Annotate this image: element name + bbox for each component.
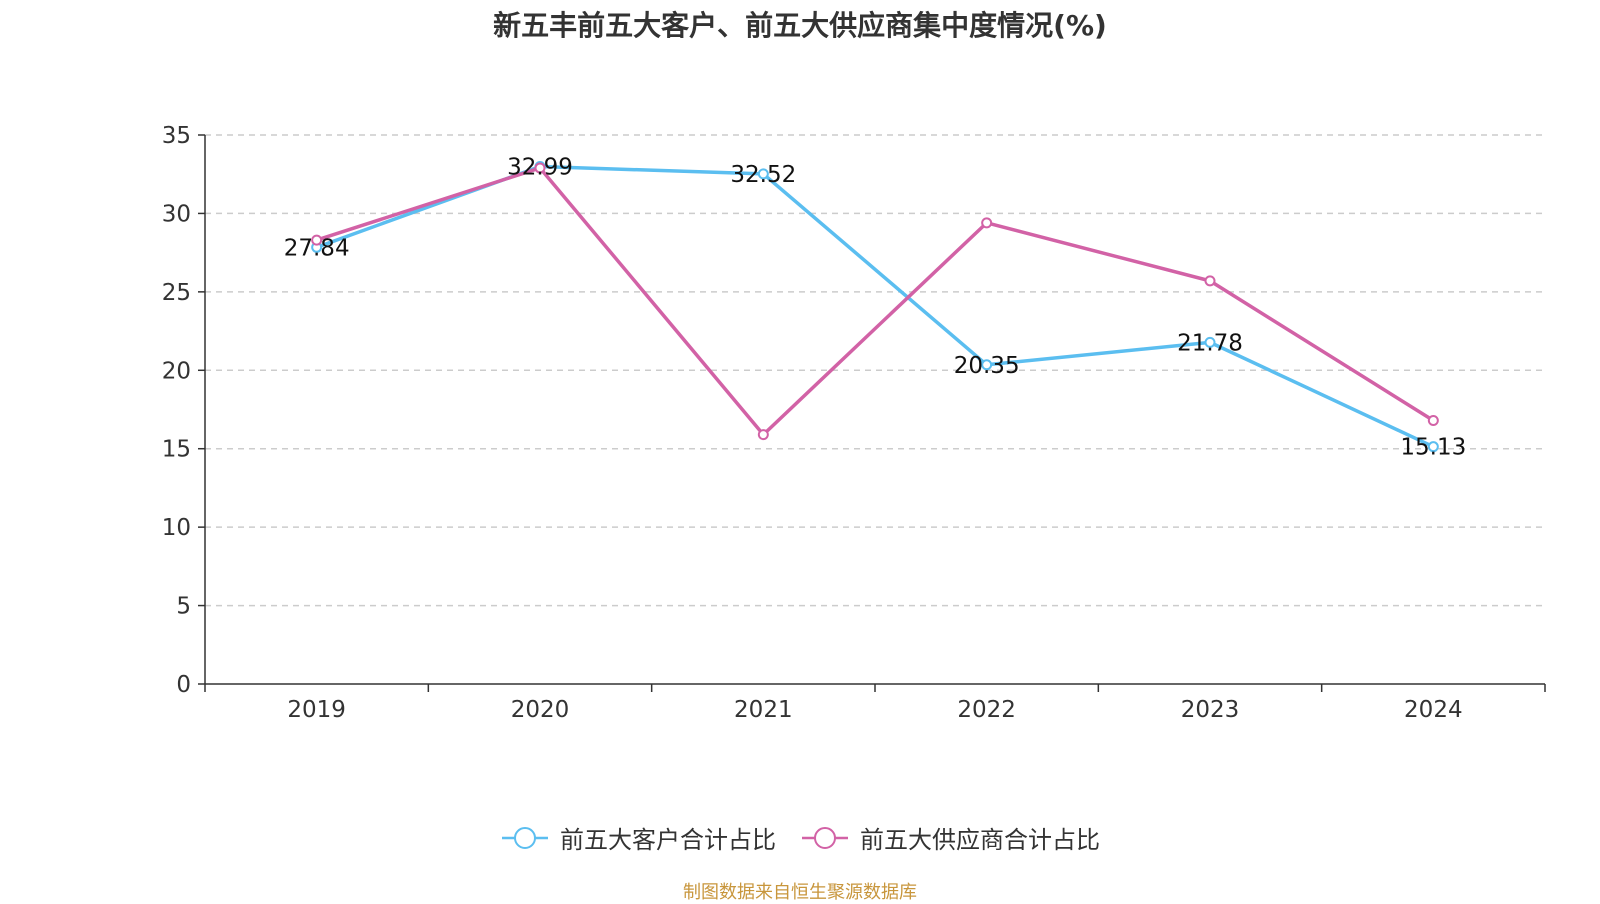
legend: 前五大客户合计占比 前五大供应商合计占比 bbox=[0, 820, 1600, 855]
data-label: 21.78 bbox=[1177, 330, 1243, 356]
legend-marker-circle bbox=[514, 826, 536, 849]
series-line-2 bbox=[316, 166, 1435, 437]
series-group bbox=[311, 161, 1439, 453]
data-point bbox=[1204, 275, 1216, 287]
x-tick-label: 2020 bbox=[511, 697, 570, 723]
data-point bbox=[311, 234, 323, 246]
data-label: 32.99 bbox=[507, 155, 573, 181]
data-label: 27.84 bbox=[284, 235, 350, 261]
data-point bbox=[981, 359, 993, 371]
data-label: 15.13 bbox=[1400, 435, 1466, 461]
axes: 0 5 10 15 20 25 30 35 2019 2020 2021 2022 2023 2024 bbox=[162, 123, 1546, 723]
data-label: 32.52 bbox=[730, 162, 796, 188]
y-tick-label: 0 bbox=[176, 672, 191, 698]
series-line-1 bbox=[316, 164, 1435, 449]
y-tick-label: 20 bbox=[162, 358, 191, 384]
y-tick-label: 25 bbox=[162, 280, 191, 306]
legend-marker-circle bbox=[814, 826, 836, 849]
data-point bbox=[981, 217, 993, 229]
x-tick-label: 2024 bbox=[1404, 697, 1463, 723]
legend-item-2[interactable]: 前五大供应商合计占比 bbox=[800, 820, 1100, 855]
legend-label: 前五大客户合计占比 bbox=[560, 826, 776, 854]
data-point bbox=[534, 162, 546, 174]
y-tick-label: 35 bbox=[162, 123, 191, 149]
data-point bbox=[1427, 414, 1439, 426]
source-note: 制图数据来自恒生聚源数据库 bbox=[683, 882, 917, 903]
data-label: 20.35 bbox=[954, 353, 1020, 379]
y-tick-label: 30 bbox=[162, 201, 191, 227]
x-tick-label: 2021 bbox=[734, 697, 793, 723]
x-tick-label: 2019 bbox=[287, 697, 346, 723]
y-tick-label: 10 bbox=[162, 515, 191, 541]
x-tick-label: 2023 bbox=[1181, 697, 1240, 723]
y-tick-label: 5 bbox=[176, 594, 191, 620]
y-tick-label: 15 bbox=[162, 437, 191, 463]
data-point bbox=[1427, 441, 1439, 453]
chart-title: 新五丰前五大客户、前五大供应商集中度情况(%) bbox=[493, 9, 1107, 42]
data-point bbox=[757, 429, 769, 441]
data-point bbox=[757, 168, 769, 180]
legend-label: 前五大供应商合计占比 bbox=[860, 826, 1100, 854]
legend-marker-icon bbox=[502, 826, 548, 849]
grid-lines bbox=[205, 134, 1545, 607]
data-point bbox=[1204, 336, 1216, 348]
legend-item-1[interactable]: 前五大客户合计占比 bbox=[500, 820, 776, 855]
line-chart: 0 5 10 15 20 25 30 35 2019 2020 2021 2022 2023 2024 2… bbox=[162, 123, 1546, 723]
legend-marker-icon bbox=[802, 826, 848, 849]
data-labels: 27.84 32.99 32.52 20.35 21.78 15.13 bbox=[284, 155, 1467, 461]
x-tick-label: 2022 bbox=[957, 697, 1016, 723]
